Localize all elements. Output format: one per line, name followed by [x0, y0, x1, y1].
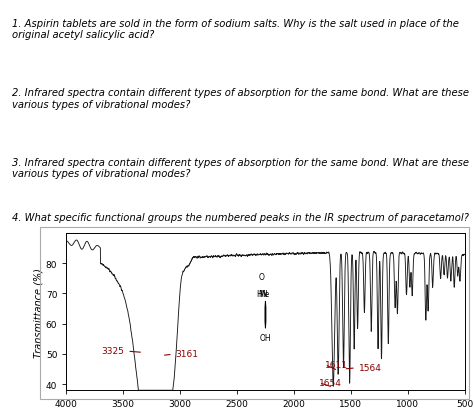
- Text: Me: Me: [259, 289, 270, 298]
- Text: 1564: 1564: [346, 363, 382, 372]
- Text: 3. Infrared spectra contain different types of absorption for the same bond. Wha: 3. Infrared spectra contain different ty…: [12, 157, 469, 179]
- Text: 1. Aspirin tablets are sold in the form of sodium salts. Why is the salt used in: 1. Aspirin tablets are sold in the form …: [12, 19, 459, 40]
- Text: HN: HN: [256, 289, 268, 298]
- Text: 3161: 3161: [164, 349, 199, 358]
- X-axis label: Wavenumber (cm⁻¹): Wavenumber (cm⁻¹): [216, 411, 315, 413]
- Text: OH: OH: [260, 333, 271, 342]
- Text: O: O: [259, 273, 265, 282]
- Text: 3325: 3325: [101, 347, 140, 356]
- Y-axis label: Transmittance (%): Transmittance (%): [33, 267, 43, 357]
- Text: 1654: 1654: [319, 378, 342, 387]
- Text: 4. What specific functional groups the numbered peaks in the IR spectrum of para: 4. What specific functional groups the n…: [12, 213, 469, 223]
- Text: 2. Infrared spectra contain different types of absorption for the same bond. Wha: 2. Infrared spectra contain different ty…: [12, 88, 469, 109]
- Text: 1611: 1611: [325, 360, 347, 370]
